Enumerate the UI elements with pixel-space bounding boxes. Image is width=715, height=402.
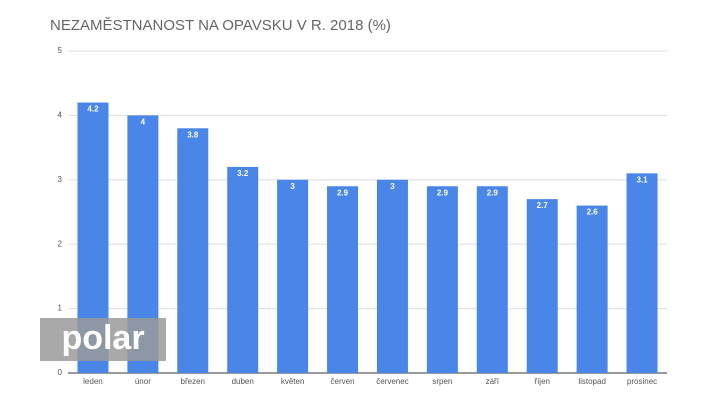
- y-tick-label: 5: [58, 46, 63, 55]
- value-label: 4: [141, 118, 146, 127]
- bar: [576, 205, 608, 373]
- value-label: 2.9: [437, 188, 449, 197]
- value-label: 3.8: [187, 130, 199, 139]
- bar: [227, 166, 259, 373]
- value-label: 4.2: [87, 105, 99, 114]
- y-tick-label: 0: [58, 368, 63, 377]
- x-tick-label: září: [486, 377, 500, 386]
- y-tick-label: 4: [58, 111, 63, 120]
- value-label: 3.2: [237, 169, 249, 178]
- x-tick-label: červenec: [376, 377, 408, 386]
- chart-title: NEZAMĚSTNANOST NA OPAVSKU V R. 2018 (%): [50, 17, 391, 34]
- x-tick-label: srpen: [432, 377, 452, 386]
- bar: [376, 179, 408, 373]
- bar: [327, 186, 359, 373]
- x-tick-label: říjen: [534, 377, 550, 386]
- x-tick-label: listopad: [578, 377, 606, 386]
- x-tick-label: květen: [281, 377, 305, 386]
- value-label: 3: [290, 182, 295, 191]
- value-label: 3: [390, 182, 395, 191]
- value-label: 2.9: [487, 188, 499, 197]
- bar: [277, 179, 309, 373]
- grid: 0 1 2 3 4 5: [58, 46, 667, 377]
- x-tick-label: duben: [232, 377, 254, 386]
- value-label: 2.9: [337, 188, 349, 197]
- bar: [177, 128, 209, 373]
- bar: [526, 199, 558, 373]
- x-tick-label: leden: [83, 377, 103, 386]
- bar: [476, 186, 508, 373]
- logo-box: [40, 318, 166, 361]
- x-tick-label: prosinec: [627, 377, 657, 386]
- value-label: 2.6: [587, 208, 599, 217]
- x-tick-label: červen: [331, 377, 355, 386]
- value-label: 2.7: [537, 201, 549, 210]
- y-tick-label: 2: [58, 239, 63, 248]
- bar: [626, 173, 658, 373]
- x-tick-label: březen: [181, 377, 205, 386]
- y-tick-label: 1: [58, 304, 63, 313]
- x-tick-label: únor: [135, 377, 151, 386]
- logo: polar: [61, 319, 144, 357]
- value-label: 3.1: [636, 175, 648, 184]
- bar: [426, 186, 458, 373]
- y-tick-label: 3: [58, 175, 63, 184]
